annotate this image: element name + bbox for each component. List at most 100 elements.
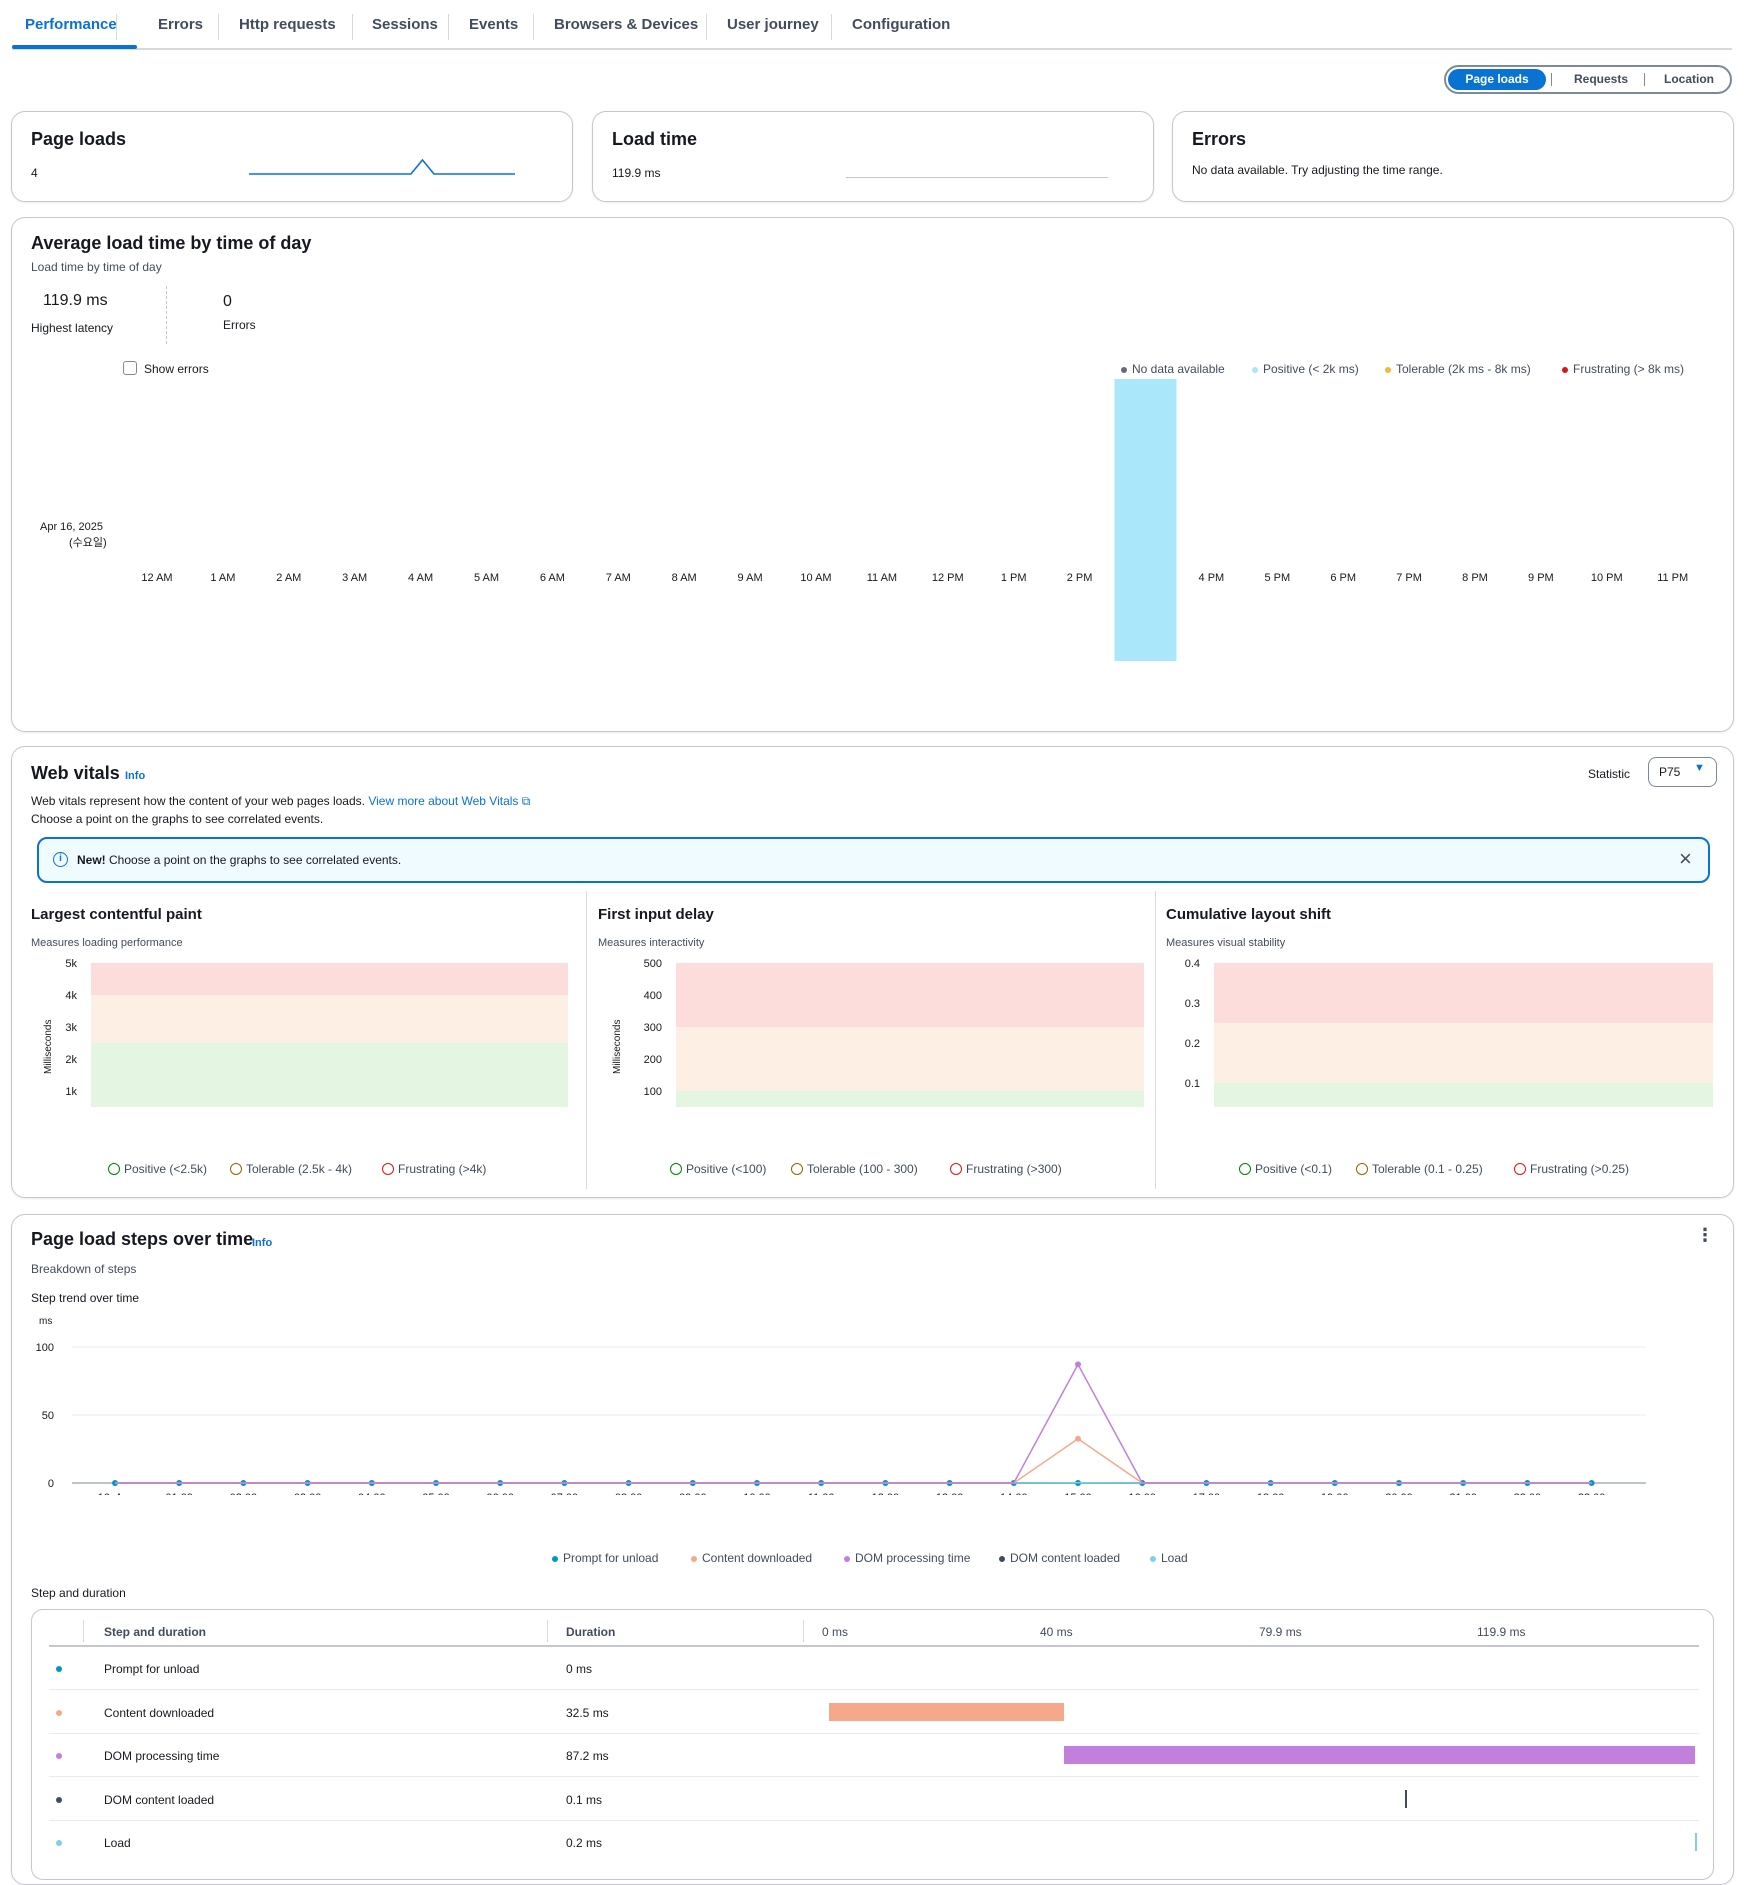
heatmap-x-tick: 7 AM [606, 572, 631, 584]
trend-x-tick: 02:00 [230, 1492, 258, 1495]
steps-title: Page load steps over time [31, 1229, 254, 1249]
heatmap-x-tick: 10 PM [1591, 572, 1623, 584]
tab-http-requests[interactable]: Http requests [239, 16, 336, 33]
avg-load-subtitle: Load time by time of day [31, 260, 162, 274]
trend-x-tick: 01:00 [165, 1492, 193, 1495]
trend-y-tick: 100 [36, 1342, 54, 1354]
web-vitals-link[interactable]: View more about Web Vitals [368, 794, 519, 808]
timeline-tick: 119.9 ms [1477, 1625, 1526, 1639]
step-name: DOM content loaded [104, 1792, 215, 1807]
trend-point [1075, 1361, 1081, 1368]
trend-x-tick: 14:00 [1000, 1492, 1028, 1495]
cls-title: Cumulative layout shift [1166, 906, 1332, 923]
step-duration: 32.5 ms [566, 1705, 609, 1720]
table-row: Content downloaded 32.5 ms [49, 1691, 1699, 1734]
step-name: DOM processing time [104, 1749, 220, 1763]
tab-browsers-devices[interactable]: Browsers & Devices [554, 16, 699, 33]
heatmap-row-label: Apr 16, 2025 [40, 521, 103, 533]
heatmap-x-tick: 11 AM [867, 572, 897, 584]
legend-no-data: No data available [1121, 362, 1225, 376]
vital-y-tick: 0.1 [1185, 1078, 1200, 1090]
header-duration[interactable]: Duration [566, 1625, 616, 1639]
fid-legend-tolerable: Tolerable (100 - 300) [791, 1162, 918, 1176]
tab-errors[interactable]: Errors [158, 16, 204, 33]
trend-x-tick: 06:00 [486, 1492, 514, 1495]
trend-x-tick: 08:00 [615, 1492, 643, 1495]
heatmap-x-tick: 12 AM [141, 572, 172, 584]
tab-performance[interactable]: Performance [25, 16, 117, 33]
lcp-legend-frustrating: Frustrating (>4k) [382, 1162, 486, 1176]
statistic-select[interactable]: P75 ▼ [1648, 757, 1717, 787]
step-duration-label: Step and duration [31, 1586, 126, 1600]
vital-y-tick: 4k [65, 990, 77, 1002]
tab-user-journey[interactable]: User journey [727, 16, 819, 33]
trend-x-tick: 17:00 [1193, 1492, 1221, 1495]
trend-x-tick: 11:00 [808, 1492, 835, 1495]
vital-band-frustrating [91, 963, 568, 995]
heatmap-x-tick: 4 AM [408, 572, 433, 584]
table-row: DOM processing time 87.2 ms [49, 1734, 1699, 1777]
timeline-tick: 40 ms [1040, 1625, 1073, 1639]
heatmap-chart: 12 AM 1 AM 2 AM 3 AM 4 AM 5 AM 6 AM 7 AM 8 AM 9 A… [141, 379, 1688, 661]
panel-divider [586, 891, 587, 1189]
tab-configuration[interactable]: Configuration [852, 16, 951, 33]
trend-x-tick: 21:00 [1449, 1492, 1477, 1495]
trend-x-tick: 23:00 [1578, 1492, 1606, 1495]
load-time-value: 119.9 ms [612, 166, 661, 180]
header-step[interactable]: Step and duration [104, 1625, 206, 1639]
view-segmented-control: Page loads Requests Location [1444, 65, 1732, 94]
heatmap-x-tick: 2 AM [276, 572, 301, 584]
vital-band-positive [676, 1091, 1144, 1107]
more-options-icon[interactable]: ⋮ [1696, 1225, 1714, 1245]
step-trend-label: Step trend over time [31, 1291, 140, 1305]
errors-card: Errors No data available. Try adjusting … [1172, 111, 1734, 202]
legend-positive: Positive (< 2k ms) [1252, 362, 1359, 376]
segment-page-loads[interactable]: Page loads [1448, 69, 1546, 90]
timeline-tick: 79.9 ms [1259, 1625, 1302, 1639]
close-icon[interactable]: × [1679, 846, 1692, 871]
vital-y-tick: 3k [65, 1022, 77, 1034]
web-vitals-info-link[interactable]: Info [125, 770, 146, 782]
vital-band-tolerable [1214, 1023, 1713, 1083]
steps-info-link[interactable]: Info [252, 1237, 273, 1249]
tab-sessions[interactable]: Sessions [372, 16, 438, 33]
heatmap-x-tick: 3 AM [342, 572, 367, 584]
step-trend-unit: ms [39, 1316, 53, 1327]
trend-x-tick: 07:00 [551, 1492, 579, 1495]
vital-band-positive [91, 1043, 568, 1107]
vital-band-tolerable [676, 1027, 1144, 1091]
step-duration-bar [1694, 1833, 1697, 1851]
trend-x-tick: 12:00 [872, 1492, 900, 1495]
segment-requests[interactable]: Requests [1573, 72, 1629, 86]
errors-count-label: Errors [223, 318, 256, 332]
heatmap-x-tick: 9 PM [1528, 572, 1554, 584]
trend-series-line [115, 1437, 1592, 1484]
timeline-tick: 0 ms [822, 1625, 849, 1639]
fid-chart: 010020030040050016. Apr04:0008:0012:0016… [644, 958, 1144, 1107]
tab-events[interactable]: Events [469, 16, 519, 33]
trend-y-tick: 50 [42, 1410, 54, 1422]
page-loads-value: 4 [31, 166, 38, 180]
step-name: Content downloaded [104, 1705, 215, 1720]
vital-y-tick: 0.3 [1185, 998, 1200, 1010]
vital-y-tick: 500 [644, 958, 662, 970]
page-loads-title: Page loads [31, 129, 127, 149]
page-load-steps-card: Page load steps over time Info ⋮ Breakdo… [11, 1214, 1734, 1885]
show-errors-checkbox[interactable] [123, 361, 137, 375]
heatmap-x-tick: 10 AM [800, 572, 831, 584]
vital-y-tick: 2k [65, 1054, 77, 1066]
vital-y-tick: 0.2 [1185, 1038, 1200, 1050]
trend-x-tick: 05:00 [422, 1492, 450, 1495]
table-row: Prompt for unload 0 ms [49, 1647, 1699, 1690]
trend-x-tick: 20:00 [1385, 1492, 1413, 1495]
step-duration-table: Step and duration Duration 0 ms 40 ms 79… [31, 1609, 1714, 1880]
sparkline-series [249, 158, 515, 175]
step-color-dot [56, 1709, 62, 1716]
vital-band-positive [1214, 1083, 1713, 1107]
table-row: DOM content loaded 0.1 ms [49, 1778, 1699, 1821]
segment-location[interactable]: Location [1664, 72, 1714, 86]
page-loads-card: Page loads 4 [11, 111, 573, 202]
step-duration: 87.2 ms [566, 1749, 609, 1763]
heatmap-x-tick: 5 PM [1264, 572, 1290, 584]
trend-series-line [115, 1362, 1592, 1484]
